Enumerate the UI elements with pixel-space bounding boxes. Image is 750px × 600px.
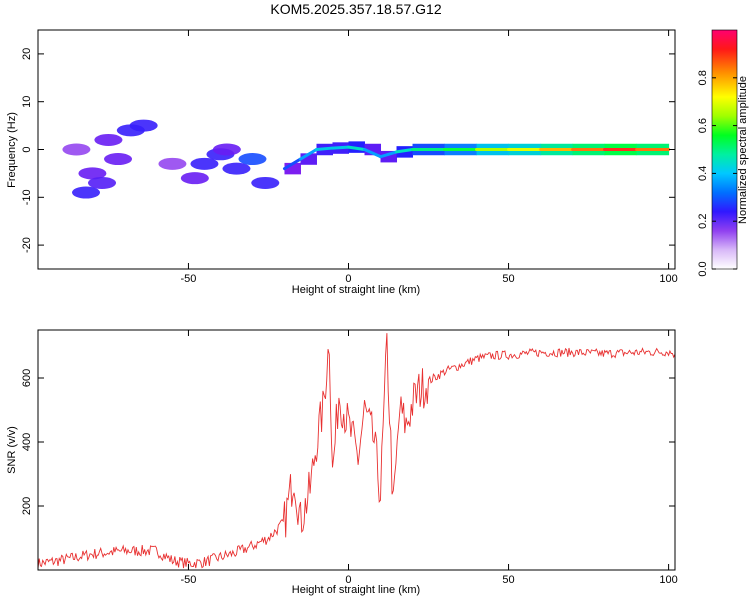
snr-frame: [37, 329, 676, 571]
snr-xtick-label: 0: [345, 574, 351, 586]
colorbar-tick-label: 0.8: [697, 70, 709, 85]
colorbar-tick-label: 0.0: [697, 261, 709, 276]
spectrogram-blob-7: [88, 176, 117, 189]
spectrogram-ytick-label: 0: [21, 146, 33, 152]
spectrogram-ylabel: Frequency (Hz): [6, 112, 18, 188]
snr-ytick-label: 600: [21, 369, 33, 387]
spectrogram-xlabel: Height of straight line (km): [292, 284, 420, 296]
ridge-segment-1: [298, 148, 318, 161]
spectrogram-xtick-label: -50: [180, 273, 196, 285]
spectrogram-blob-4: [129, 119, 158, 132]
spectrogram-blob-2: [104, 153, 133, 166]
spectrogram-blob-10: [222, 162, 251, 175]
colorbar-tick-label: 0.4: [697, 166, 709, 181]
spectrogram-marks: [62, 119, 671, 199]
snr-ticks: -50 0 50 100 200 400 600: [21, 330, 678, 586]
snr-series-line: [38, 333, 675, 569]
colorbar-tick-label: 0.6: [697, 118, 709, 133]
snr-ytick-label: 200: [21, 497, 33, 515]
spectrogram-blob-5: [94, 133, 123, 146]
spectrogram-panel: -50 0 50 100 -20 -10 0 10 20 Height of straight …: [6, 29, 678, 296]
ridge-segment-4: [346, 145, 367, 151]
ridge-segment-5: [363, 148, 383, 159]
ridge-halo-0: [284, 162, 301, 175]
figure-title: KOM5.2025.357.18.57.G12: [270, 1, 441, 17]
spectrogram-xtick-label: 0: [345, 273, 351, 285]
spectrogram-ytick-label: 10: [21, 96, 33, 108]
spectrogram-blob-0: [72, 186, 101, 199]
spectrogram-blob-8: [190, 157, 219, 170]
snr-xtick-label: 50: [502, 574, 514, 586]
snr-xtick-label: -50: [180, 574, 196, 586]
colorbar: 0.0 0.2 0.4 0.6 0.8 Normalized spectral ampl…: [697, 29, 749, 277]
colorbar-frame: [711, 29, 738, 270]
ridge-halo-1: [300, 153, 317, 165]
snr-panel: -50 0 50 100 200 400 600 Height of straight li…: [6, 329, 678, 596]
spectrogram-xtick-label: 50: [502, 273, 514, 285]
ridge-segment-0: [282, 157, 302, 171]
spectrogram-blob-13: [180, 172, 209, 185]
spectrogram-ytick-label: 20: [21, 48, 33, 60]
spectrogram-xtick-label: 100: [659, 273, 677, 285]
snr-xlabel: Height of straight line (km): [292, 584, 420, 596]
ridge-halo-6: [380, 150, 398, 163]
ridge-segment-6: [379, 150, 399, 159]
ridge-segment-2: [314, 146, 334, 151]
ridge-halo-5: [364, 143, 382, 156]
spectrogram-blob-11: [238, 153, 267, 166]
spectrogram-blob-12: [251, 176, 280, 189]
spectrogram-blob-6: [62, 143, 91, 156]
snr-ytick-label: 400: [21, 433, 33, 451]
ridge-segment-7: [395, 148, 415, 154]
colorbar-ticks: 0.0 0.2 0.4 0.6 0.8: [697, 70, 737, 277]
spectrogram-blob-14: [158, 157, 187, 170]
spectrogram-ytick-label: -20: [21, 237, 33, 253]
spectrogram-blob-15: [212, 143, 241, 156]
snr-ylabel: SNR (v/v): [6, 426, 18, 474]
spectrogram-ytick-label: -10: [21, 189, 33, 205]
colorbar-tick-label: 0.2: [697, 214, 709, 229]
ridge-segment-3: [330, 145, 350, 150]
spectrogram-blob-1: [78, 167, 107, 180]
spectrogram-ticks: -50 0 50 100 -20 -10 0 10 20: [21, 30, 678, 285]
colorbar-label: Normalized spectral amplitude: [737, 76, 749, 224]
snr-xtick-label: 100: [659, 574, 677, 586]
colorbar-gradient: [712, 30, 737, 269]
